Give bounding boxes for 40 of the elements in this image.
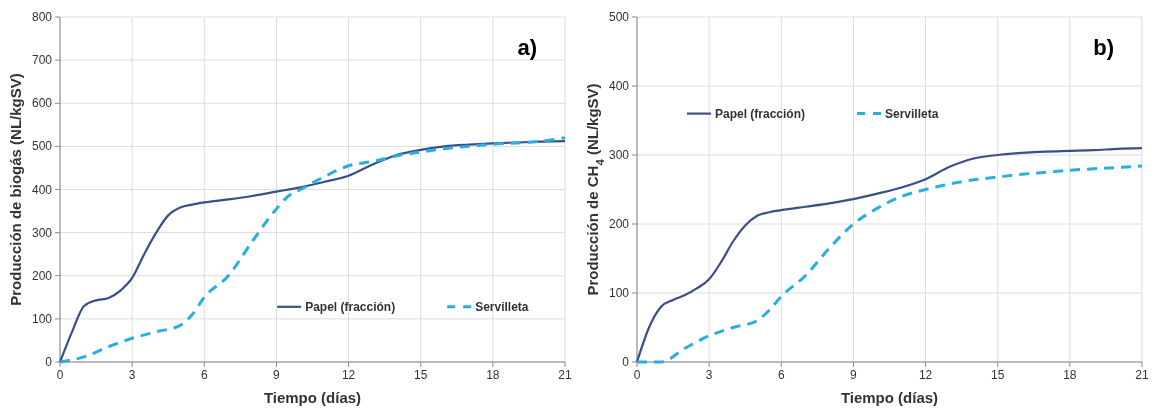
annotation: b)	[1093, 35, 1114, 60]
x-tick-label: 12	[918, 368, 933, 382]
x-tick-label: 21	[558, 368, 572, 382]
y-tick-label: 500	[608, 10, 630, 24]
y-tick-label: 0	[45, 355, 53, 369]
y-tick-label: 100	[608, 286, 630, 300]
x-axis-title: Tiempo (días)	[840, 389, 939, 406]
annotation: a)	[517, 35, 537, 60]
x-tick-label: 0	[56, 368, 64, 382]
x-tick-label: 9	[850, 368, 858, 382]
x-tick-label: 15	[414, 368, 428, 382]
x-tick-label: 6	[200, 368, 208, 382]
legend-label: Papel (fracción)	[715, 106, 806, 121]
x-tick-label: 18	[1063, 368, 1077, 382]
y-tick-label: 400	[608, 79, 630, 93]
y-tick-label: 0	[622, 355, 630, 369]
y-tick-label: 800	[31, 10, 53, 24]
y-tick-label: 200	[31, 268, 53, 283]
x-tick-label: 0	[633, 368, 641, 382]
x-tick-label: 15	[991, 368, 1005, 382]
x-tick-label: 12	[341, 368, 356, 382]
y-tick-label: 300	[31, 225, 53, 240]
y-tick-label: 600	[31, 96, 53, 111]
y-tick-label: 100	[31, 311, 53, 326]
x-tick-label: 3	[705, 368, 713, 382]
y-tick-label: 400	[31, 182, 53, 197]
x-tick-label: 21	[1135, 368, 1149, 382]
legend-label: Servilleta	[475, 299, 529, 314]
legend-label: Papel (fracción)	[305, 299, 396, 314]
y-tick-label: 500	[31, 139, 53, 154]
x-tick-label: 6	[777, 368, 785, 382]
x-axis-title: Tiempo (días)	[263, 389, 362, 406]
y-tick-label: 300	[608, 148, 630, 162]
x-tick-label: 18	[486, 368, 500, 382]
y-tick-label: 700	[31, 53, 53, 68]
legend-label: Servilleta	[885, 106, 939, 121]
x-tick-label: 3	[128, 368, 136, 382]
y-axis-title: Producción de biogás (NL/kgSV)	[7, 73, 24, 306]
y-tick-label: 200	[608, 217, 630, 231]
x-tick-label: 9	[273, 368, 281, 382]
